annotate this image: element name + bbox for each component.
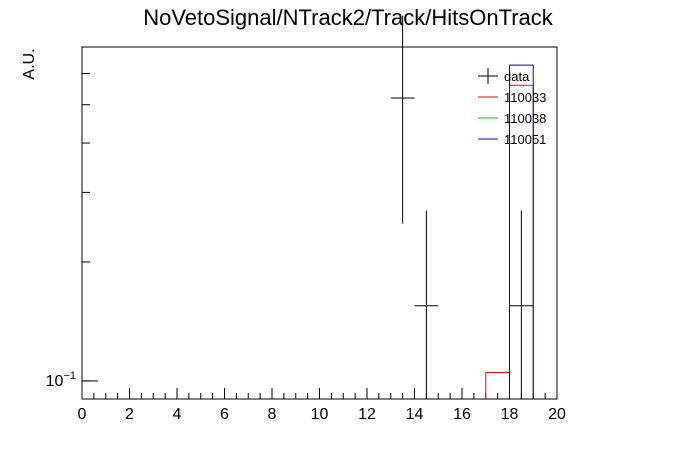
x-tick-label: 12 [358, 406, 376, 423]
series-layer [390, 15, 534, 399]
legend: data 110033 110038 110051 [478, 68, 546, 147]
legend-label-110051: 110051 [504, 132, 546, 147]
x-tick-label: 18 [501, 406, 519, 423]
x-tick-label: 16 [453, 406, 471, 423]
x-tick-label: 20 [548, 406, 566, 423]
legend-label-110033: 110033 [504, 90, 546, 105]
legend-label-110038: 110038 [504, 111, 546, 126]
histogram-bin-110051 [509, 64, 534, 399]
chart-title: NoVetoSignal/NTrack2/Track/HitsOnTrack [143, 5, 554, 30]
x-tick-label: 6 [220, 406, 229, 423]
x-tick-label: 0 [78, 406, 87, 423]
x-tick-label: 4 [173, 406, 182, 423]
x-tick-label: 10 [311, 406, 329, 423]
axis-ticks: 0 2 4 6 8 10 12 14 16 18 20 10−1 [46, 46, 566, 423]
x-tick-label: 2 [125, 406, 134, 423]
y-axis-label: A.U. [21, 48, 38, 79]
x-tick-label: 14 [406, 406, 424, 423]
legend-label-data: data [504, 69, 530, 84]
y-tick-label: 10−1 [46, 370, 76, 390]
x-tick-label: 8 [268, 406, 277, 423]
plot-frame [81, 46, 558, 400]
